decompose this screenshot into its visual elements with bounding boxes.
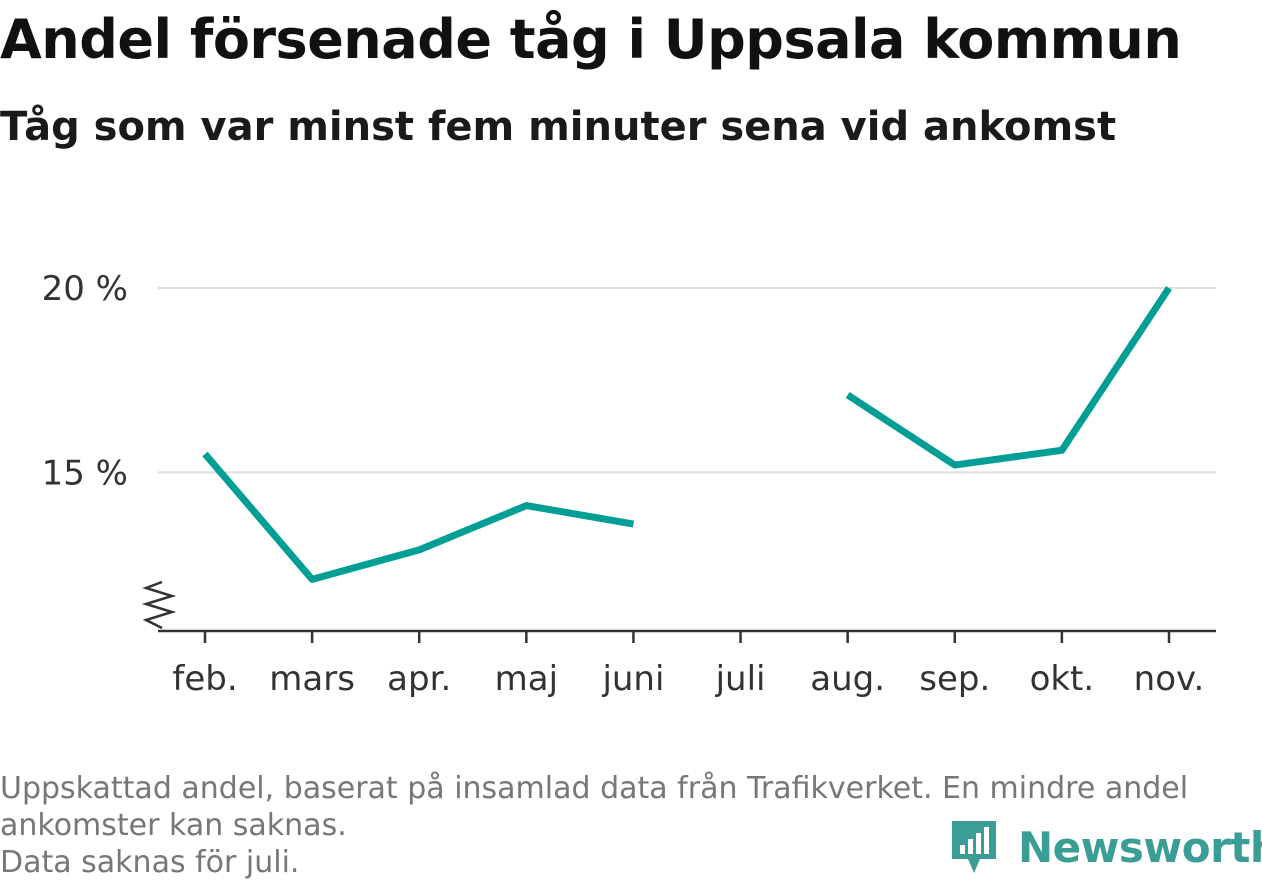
- x-axis: [141, 580, 1216, 633]
- series-line: [202, 451, 635, 583]
- series-lines: [202, 286, 1172, 583]
- x-tick-label: juli: [715, 659, 766, 699]
- chart-title: Andel försenade tåg i Uppsala kommun: [0, 8, 1182, 71]
- x-tick-label: juni: [601, 659, 664, 699]
- x-tick-label: feb.: [172, 659, 237, 699]
- x-tick-label: apr.: [387, 659, 451, 699]
- x-tick-label: maj: [495, 659, 558, 699]
- x-tick-label: mars: [269, 659, 355, 699]
- footnote-line: Data saknas för juli.: [0, 845, 300, 880]
- x-tick-label: sep.: [919, 659, 990, 699]
- footnote: Uppskattad andel, baserat på insamlad da…: [0, 770, 1250, 881]
- x-tick-label: nov.: [1134, 659, 1205, 699]
- x-tick-label: okt.: [1030, 659, 1095, 699]
- footnote-line: Uppskattad andel, baserat på insamlad da…: [0, 771, 1189, 806]
- x-axis-ticks: feb. mars apr. maj juni juli aug. sep. okt. nov.: [172, 631, 1204, 699]
- newsworthy-brand: Newsworthy: [948, 817, 1262, 877]
- y-tick-label: 20 %: [42, 269, 128, 309]
- x-tick-label: aug.: [810, 659, 885, 699]
- y-axis-ticks: 15 % 20 %: [42, 269, 128, 493]
- chart-subtitle: Tåg som var minst fem minuter sena vid a…: [0, 104, 1117, 150]
- y-tick-label: 15 %: [42, 453, 128, 493]
- axis-break-icon: [141, 580, 177, 630]
- series-line: [845, 286, 1172, 469]
- footnote-line: ankomster kan saknas.: [0, 808, 347, 843]
- brand-name: Newsworthy: [1018, 822, 1262, 872]
- gridlines: [158, 287, 1216, 474]
- newsworthy-logo-icon: [952, 821, 996, 873]
